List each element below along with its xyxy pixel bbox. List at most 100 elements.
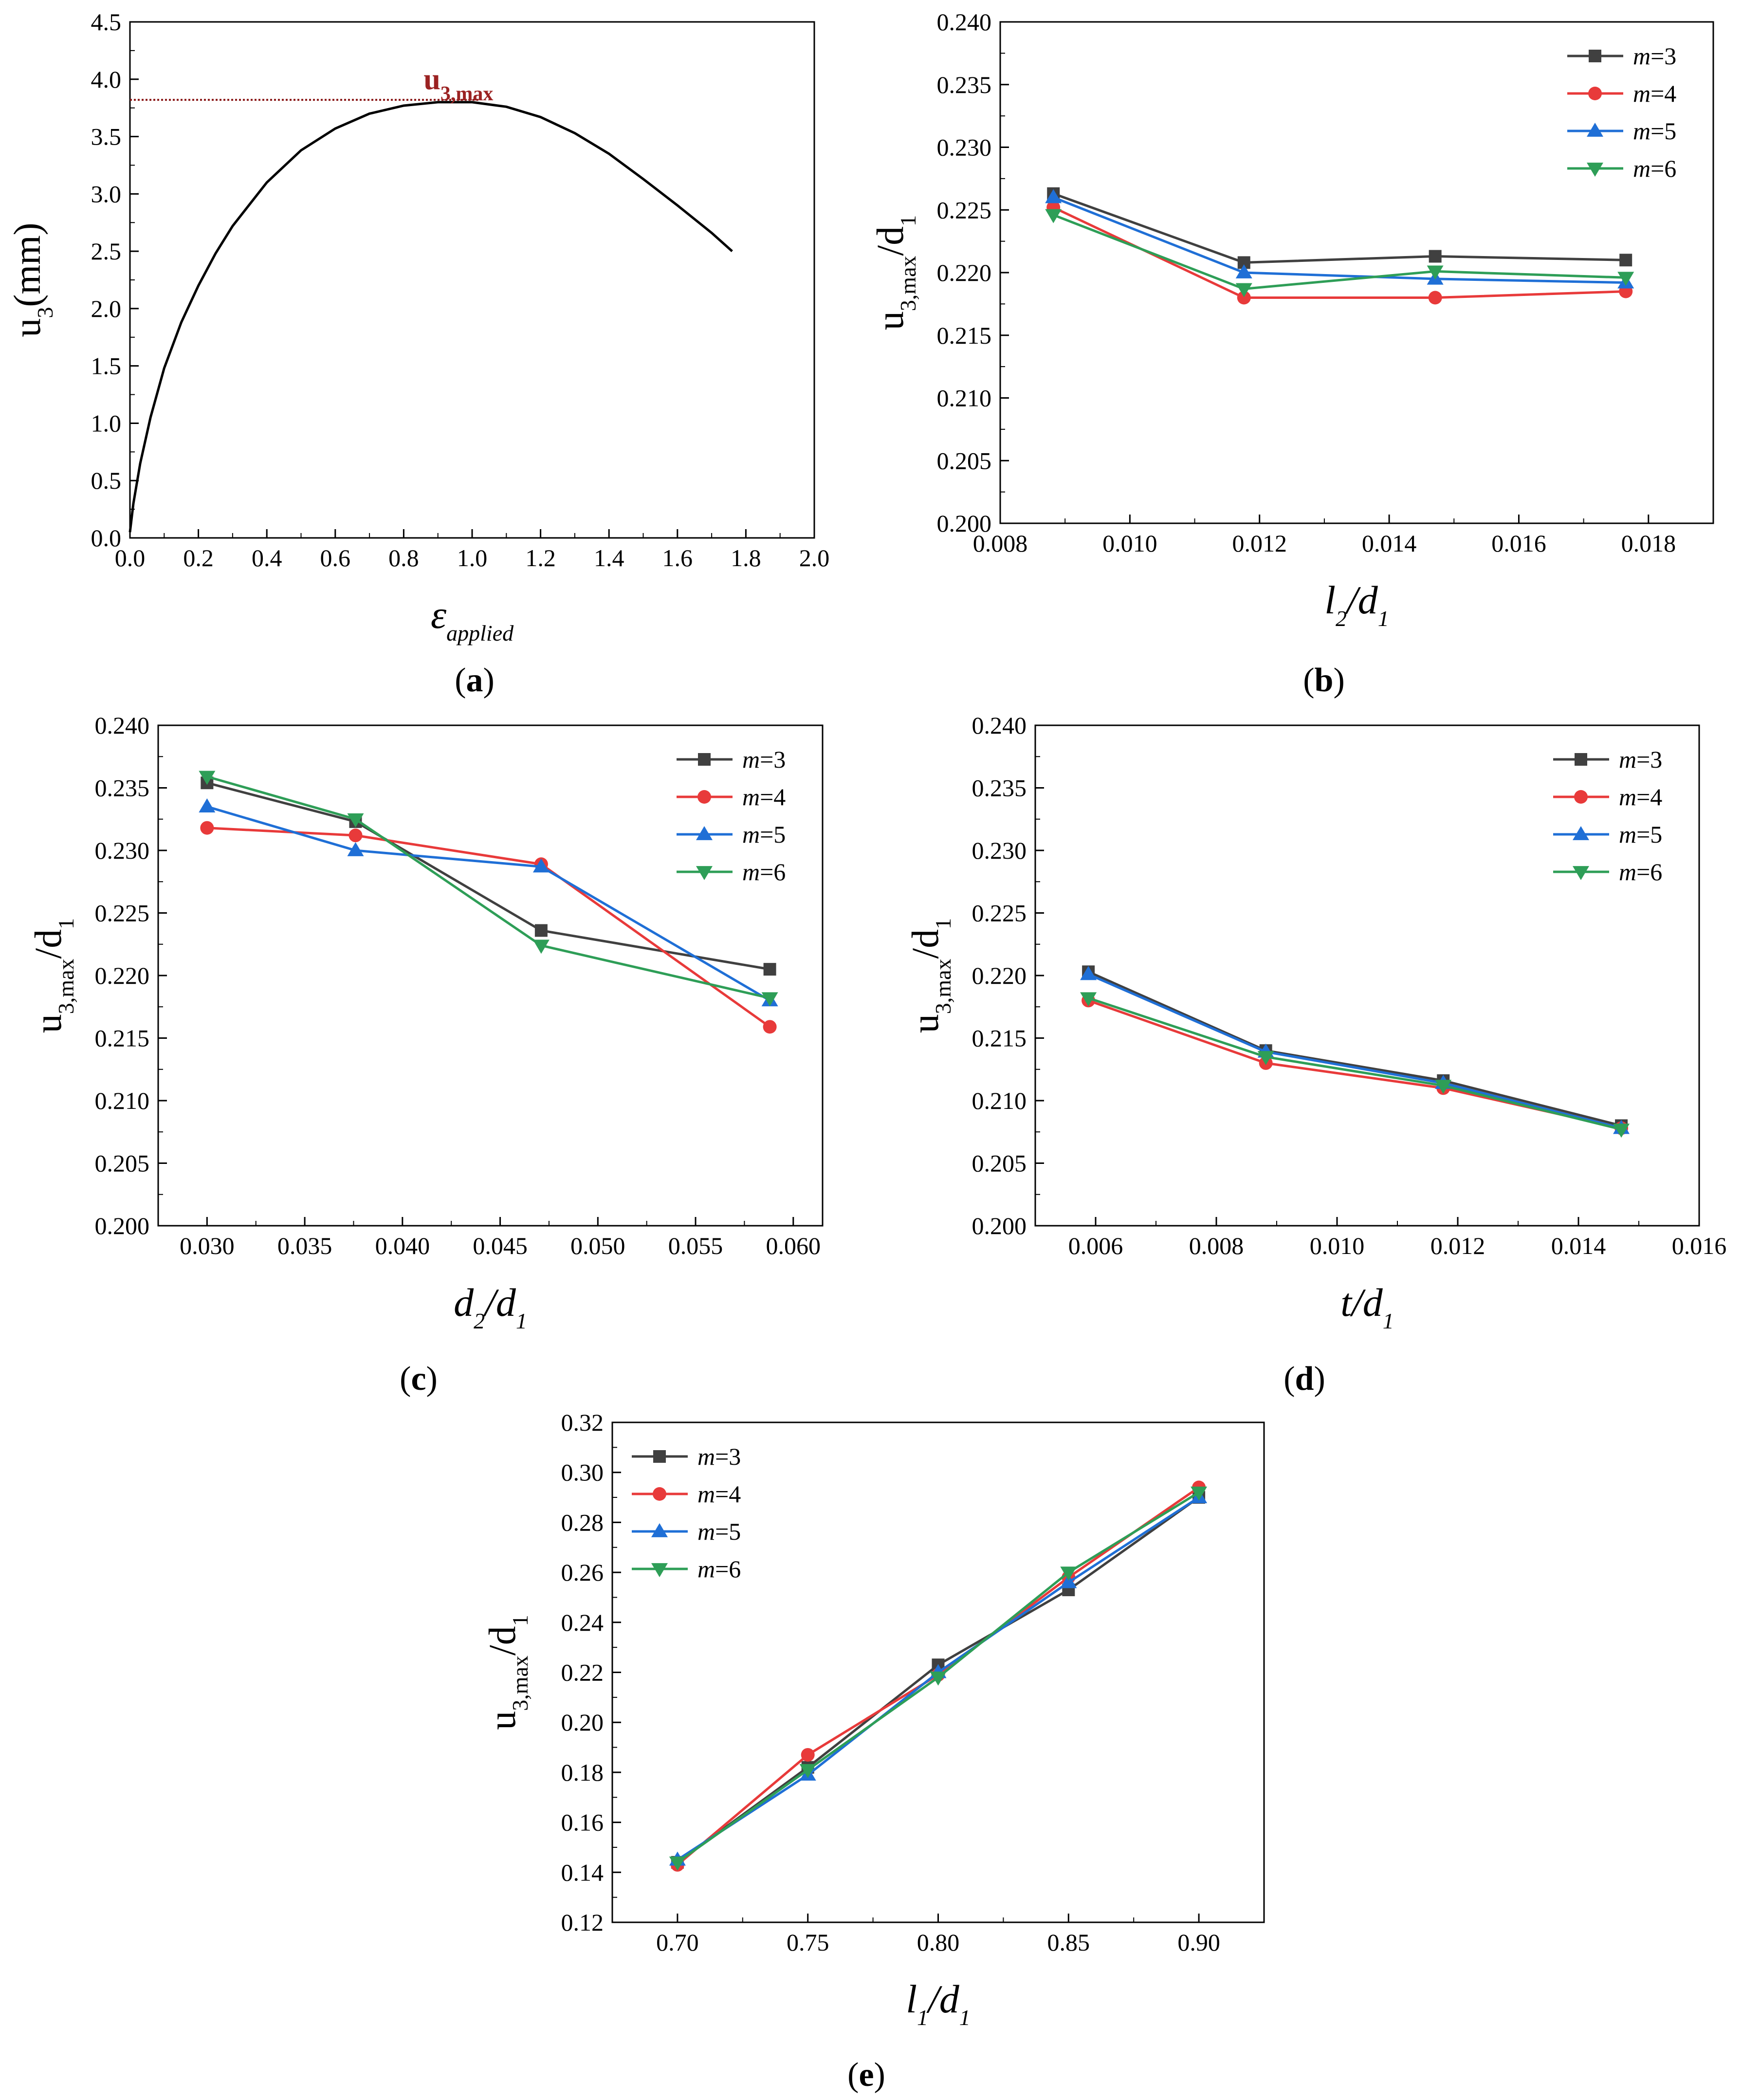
data-point-d-m5 [1080, 966, 1097, 980]
legend-label-var: m [742, 783, 760, 811]
x-axis-label-e-part-1: 1 [917, 2005, 928, 2030]
x-axis-label-b-part-3: 1 [1378, 606, 1389, 631]
y-tick-label-a: 4.5 [91, 8, 122, 36]
panel-label-part-1: a [466, 662, 483, 699]
data-point-e-m5 [1060, 1574, 1077, 1588]
x-tick-label-a: 1.4 [594, 544, 624, 571]
x-tick-label-a: 0.6 [320, 544, 351, 571]
y-tick-label-d: 0.220 [972, 962, 1027, 989]
x-tick-label-a: 2.0 [799, 544, 830, 571]
data-point-c-m5 [347, 842, 364, 856]
legend-label-var: m [1633, 80, 1650, 107]
y-axis-label-b-part-2: /d [869, 226, 911, 256]
series-line-b-m6 [1053, 214, 1626, 291]
y-axis-label-d-part-3: 1 [931, 918, 955, 929]
x-axis-label-c-part-2: /d [483, 1280, 516, 1325]
data-point-c-m4 [200, 821, 214, 835]
legend-label: m=3 [1619, 746, 1662, 773]
data-point-b-m5 [1045, 189, 1062, 203]
panel-b: 0.008 0.010 0.012 0.014 0.016 0.018 0.200 0.205… [869, 8, 1714, 699]
y-tick-label-a: 0.0 [91, 524, 122, 552]
legend-marker [696, 866, 713, 880]
y-tick-label-d: 0.230 [972, 837, 1027, 864]
y-tick-label-a: 0.5 [91, 467, 122, 494]
data-point-b-m4 [1237, 291, 1251, 305]
max-annotation-sub: 3,max [440, 83, 494, 105]
x-tick-label-d: 0.014 [1551, 1232, 1606, 1259]
y-axis-label-c-part-1: 3,max [54, 958, 78, 1014]
legend-marker [651, 1563, 668, 1577]
legend-marker [698, 753, 711, 766]
x-axis-label-b-part-1: 2 [1336, 606, 1347, 631]
panel-label-part-2: ) [1333, 662, 1344, 699]
data-point-e-m6 [799, 1764, 816, 1778]
x-axis-label-d-part-1: /d [1350, 1280, 1383, 1325]
legend-marker [1573, 866, 1589, 880]
data-point-c-m6 [347, 813, 364, 828]
legend-label: m=6 [697, 1555, 741, 1583]
x-tick-label-a: 1.2 [525, 544, 556, 571]
y-tick-label-e: 0.32 [561, 1409, 604, 1436]
x-tick-label-c: 0.060 [766, 1232, 821, 1259]
x-tick-label-c: 0.035 [277, 1232, 332, 1259]
legend-marker [1575, 753, 1587, 766]
y-axis-label-b: u3,max/d1 [869, 215, 920, 330]
y-tick-label-a: 2.5 [91, 238, 122, 265]
legend-label: m=6 [1619, 858, 1662, 885]
y-axis-label-e: u3,max/d1 [481, 1615, 532, 1730]
legend-label-var: m [1619, 783, 1636, 811]
legend-label: m=5 [1633, 117, 1676, 145]
legend-d: m=3m=4m=5m=6 [1553, 746, 1662, 885]
y-axis-label-d-part-0: u [904, 1014, 946, 1033]
series-line-c-m4 [207, 827, 771, 1028]
y-tick-label-a: 4.0 [91, 66, 122, 93]
panel-label-part-1: b [1315, 662, 1334, 699]
legend-label: m=4 [1619, 783, 1662, 811]
x-tick-label-a: 0.2 [183, 544, 214, 571]
data-point-e-m6 [669, 1856, 686, 1871]
y-axis-label-a-part-1: 3 [33, 307, 57, 318]
x-axis-label-e: l1/d1 [906, 1977, 971, 2030]
y-tick-label-e: 0.28 [561, 1509, 604, 1536]
data-point-c-m3 [534, 924, 548, 937]
x-axis-label-c: d2/d1 [454, 1280, 527, 1333]
series-line-b-m3 [1053, 192, 1626, 264]
legend-label-var: m [697, 1443, 715, 1470]
legend-label-value: =5 [1650, 117, 1676, 145]
legend-marker [696, 826, 713, 840]
y-axis-label-e-part-0: u [481, 1711, 523, 1730]
y-tick-label-c: 0.210 [95, 1087, 150, 1114]
data-point-c-m6 [199, 771, 216, 785]
panel-label-part-2: ) [483, 662, 495, 699]
x-tick-label-b: 0.008 [973, 530, 1028, 557]
y-axis-label-b-part-0: u [869, 311, 911, 330]
x-tick-label-b: 0.018 [1621, 530, 1676, 557]
y-tick-label-c: 0.200 [95, 1212, 150, 1239]
panel-label-part-0: ( [455, 662, 466, 699]
legend-label-var: m [1619, 858, 1636, 885]
legend-label-value: =5 [1636, 821, 1662, 848]
legend-label-value: =3 [1650, 42, 1676, 70]
y-axis-label-c-part-3: 1 [54, 918, 78, 929]
legend-marker [1587, 163, 1603, 177]
data-point-e-m6 [1191, 1486, 1208, 1501]
data-point-c-m5 [532, 858, 550, 873]
y-tick-label-b: 0.240 [937, 8, 992, 36]
legend-label-value: =3 [715, 1443, 741, 1470]
x-axis-label-a-part-1: applied [446, 621, 514, 645]
y-tick-label-a: 1.5 [91, 352, 122, 380]
y-axis-label-c-part-0: u [27, 1014, 69, 1033]
y-tick-label-e: 0.16 [561, 1809, 604, 1836]
y-axis-label-c-part-2: /d [27, 929, 69, 959]
y-tick-label-c: 0.235 [95, 774, 150, 802]
y-tick-label-a: 2.0 [91, 295, 122, 322]
panel-a: 0.0 0.2 0.4 0.6 0.8 1.0 1.2 1.4 1.6 1.8 2.0 0.0 0.5 1… [6, 8, 829, 699]
x-tick-label-c: 0.040 [375, 1232, 430, 1259]
y-axis-label-b-part-1: 3,max [896, 256, 920, 311]
x-tick-label-a: 0.0 [115, 544, 146, 571]
legend-label-value: =4 [715, 1480, 741, 1508]
legend-label-value: =3 [760, 746, 786, 773]
x-axis-label-d-part-0: t [1340, 1280, 1353, 1325]
legend-label-var: m [1619, 746, 1636, 773]
